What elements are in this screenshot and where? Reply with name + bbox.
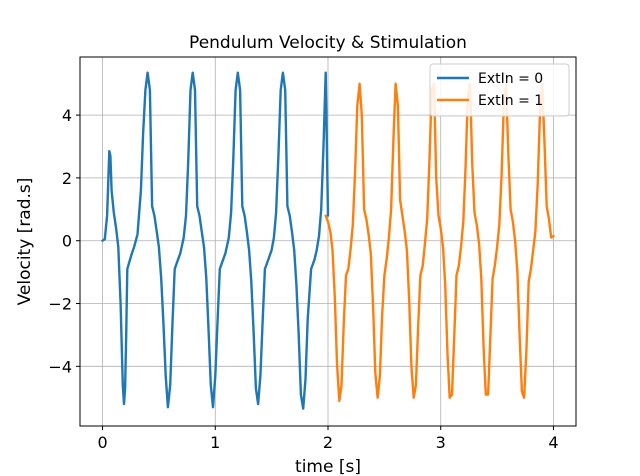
chart-title: Pendulum Velocity & Stimulation <box>189 33 467 53</box>
y-tick-label: 4 <box>62 106 72 125</box>
ticks: 0 1 2 3 4 −4 −2 0 2 4 <box>48 106 558 452</box>
x-tick-label: 3 <box>436 433 446 452</box>
y-tick-label: 0 <box>62 232 72 251</box>
x-axis-label: time [s] <box>295 457 361 476</box>
series-layer <box>101 71 555 410</box>
x-tick-label: 4 <box>548 433 558 452</box>
x-tick-label: 1 <box>210 433 220 452</box>
y-tick-label: −2 <box>48 295 72 314</box>
y-tick-label: 2 <box>62 169 72 188</box>
x-tick-label: 0 <box>97 433 107 452</box>
y-axis-label: Velocity [rad.s] <box>15 178 35 306</box>
x-tick-label: 2 <box>323 433 333 452</box>
legend-label: ExtIn = 0 <box>478 71 543 87</box>
series-line-1 <box>324 82 555 403</box>
legend: ExtIn = 0 ExtIn = 1 <box>429 63 570 117</box>
series-line-0 <box>101 71 330 410</box>
legend-label: ExtIn = 1 <box>478 93 543 109</box>
y-tick-label: −4 <box>48 357 72 376</box>
